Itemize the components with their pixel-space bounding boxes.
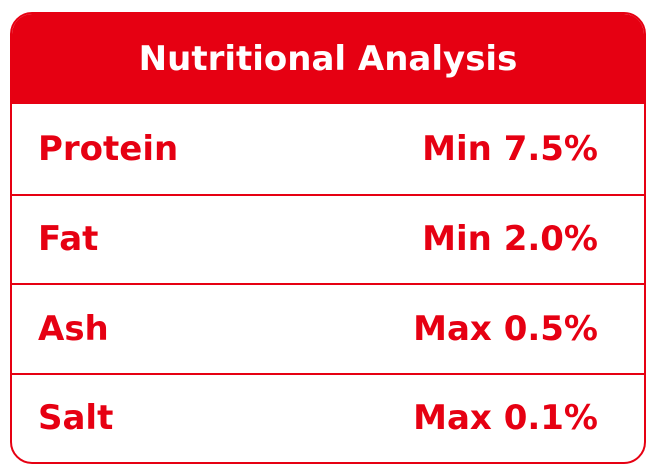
nutrient-row: Ash Max 0.5% — [12, 283, 644, 373]
nutrient-value: Min 2.0% — [422, 219, 598, 260]
nutrient-value: Max 0.5% — [413, 308, 598, 349]
nutrition-card: Nutritional Analysis Protein Min 7.5% Fat M… — [10, 12, 646, 464]
nutrient-value: Min 7.5% — [422, 128, 598, 169]
nutrient-value: Max 0.1% — [413, 398, 598, 439]
nutrient-row: Salt Max 0.1% — [12, 372, 644, 463]
nutrient-row: Fat Min 2.0% — [12, 193, 644, 284]
nutrient-name: Fat — [38, 219, 99, 260]
title: Nutritional Analysis — [12, 14, 644, 104]
nutrient-name: Protein — [38, 128, 179, 169]
rows: Protein Min 7.5% Fat Min 2.0% Ash Max 0.5% Sal… — [12, 104, 644, 462]
nutrient-name: Salt — [38, 398, 114, 439]
nutrient-row: Protein Min 7.5% — [12, 104, 644, 194]
nutrient-name: Ash — [38, 308, 109, 349]
